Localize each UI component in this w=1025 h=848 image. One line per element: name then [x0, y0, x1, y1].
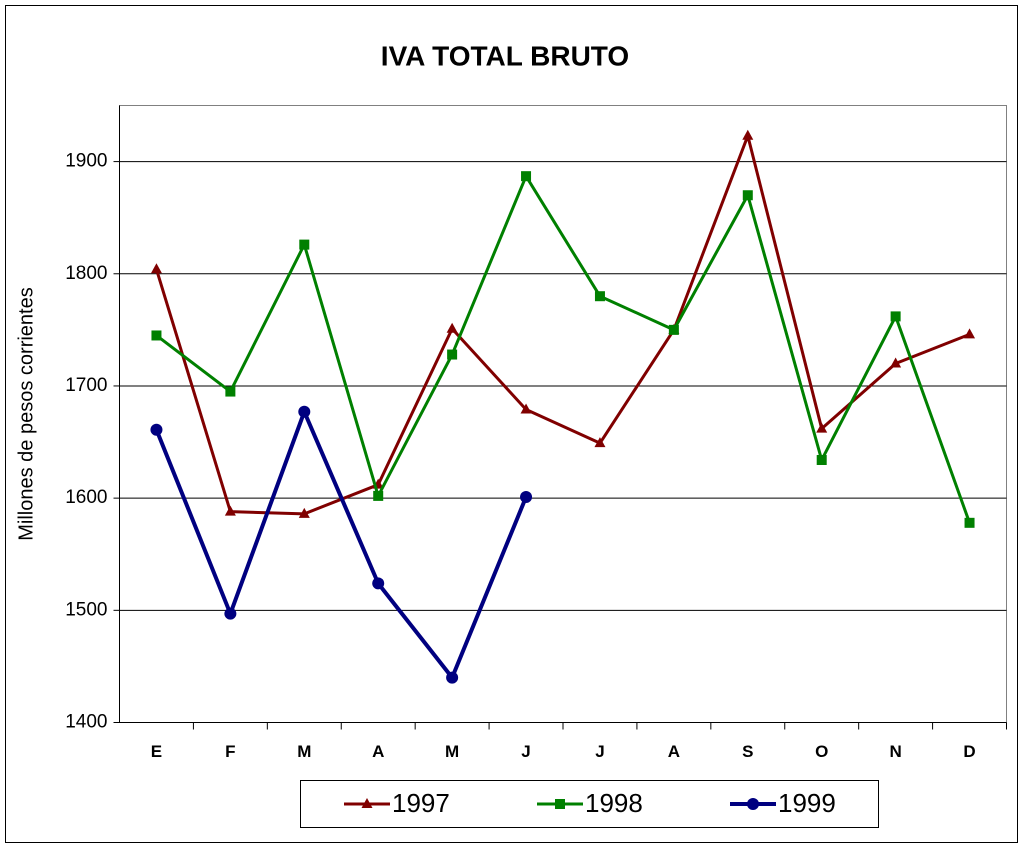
marker	[446, 322, 458, 333]
legend-box	[300, 780, 879, 828]
x-tick-label: N	[889, 742, 901, 761]
x-tick-label: J	[521, 742, 530, 761]
marker	[594, 291, 605, 302]
marker	[151, 330, 162, 341]
marker	[224, 505, 236, 516]
marker	[224, 607, 237, 620]
y-tick-label: 1400	[65, 712, 107, 733]
marker	[964, 328, 976, 339]
marker	[372, 577, 385, 590]
marker	[816, 454, 827, 465]
legend-marker	[747, 798, 759, 810]
marker	[520, 403, 532, 414]
marker	[742, 190, 753, 201]
marker	[890, 357, 902, 368]
x-tick-label: A	[372, 742, 384, 761]
marker	[225, 386, 236, 397]
series-line	[155, 174, 971, 524]
x-tick-label: J	[595, 742, 604, 761]
x-tick-label: M	[445, 742, 459, 761]
marker	[594, 437, 606, 448]
marker	[298, 405, 311, 418]
y-tick-label: 1800	[65, 263, 107, 284]
x-tick-label: A	[668, 742, 680, 761]
x-tick-label: O	[815, 742, 828, 761]
y-tick-label: 1700	[65, 375, 107, 396]
legend-label: 1999	[778, 788, 836, 818]
plot-area	[119, 105, 1007, 723]
legend-label: 1998	[585, 788, 643, 818]
x-tick-label: E	[151, 742, 162, 761]
marker	[298, 507, 310, 518]
marker	[890, 311, 901, 322]
y-tick-label: 1600	[65, 487, 107, 508]
marker	[964, 517, 975, 528]
x-tick-label: D	[963, 742, 975, 761]
y-tick-label: 1500	[65, 599, 107, 620]
marker	[447, 349, 458, 360]
y-tick-label: 1900	[65, 151, 107, 172]
legend-label: 1997	[392, 788, 450, 818]
marker	[816, 422, 828, 433]
series-line	[154, 409, 528, 680]
series-line	[155, 134, 971, 516]
marker	[446, 671, 459, 684]
marker	[520, 491, 533, 504]
marker	[150, 263, 162, 274]
legend-marker	[361, 798, 373, 808]
x-tick-label: F	[225, 742, 235, 761]
x-tick-label: S	[742, 742, 753, 761]
marker	[299, 239, 310, 250]
chart-title: IVA TOTAL BRUTO	[381, 40, 629, 71]
x-tick-label: M	[297, 742, 311, 761]
marker	[521, 171, 532, 182]
marker	[373, 490, 384, 501]
marker	[668, 324, 679, 335]
legend-marker	[555, 799, 565, 809]
y-axis-label: Millones de pesos corrientes	[15, 287, 37, 540]
marker	[150, 423, 163, 436]
marker	[742, 129, 754, 140]
